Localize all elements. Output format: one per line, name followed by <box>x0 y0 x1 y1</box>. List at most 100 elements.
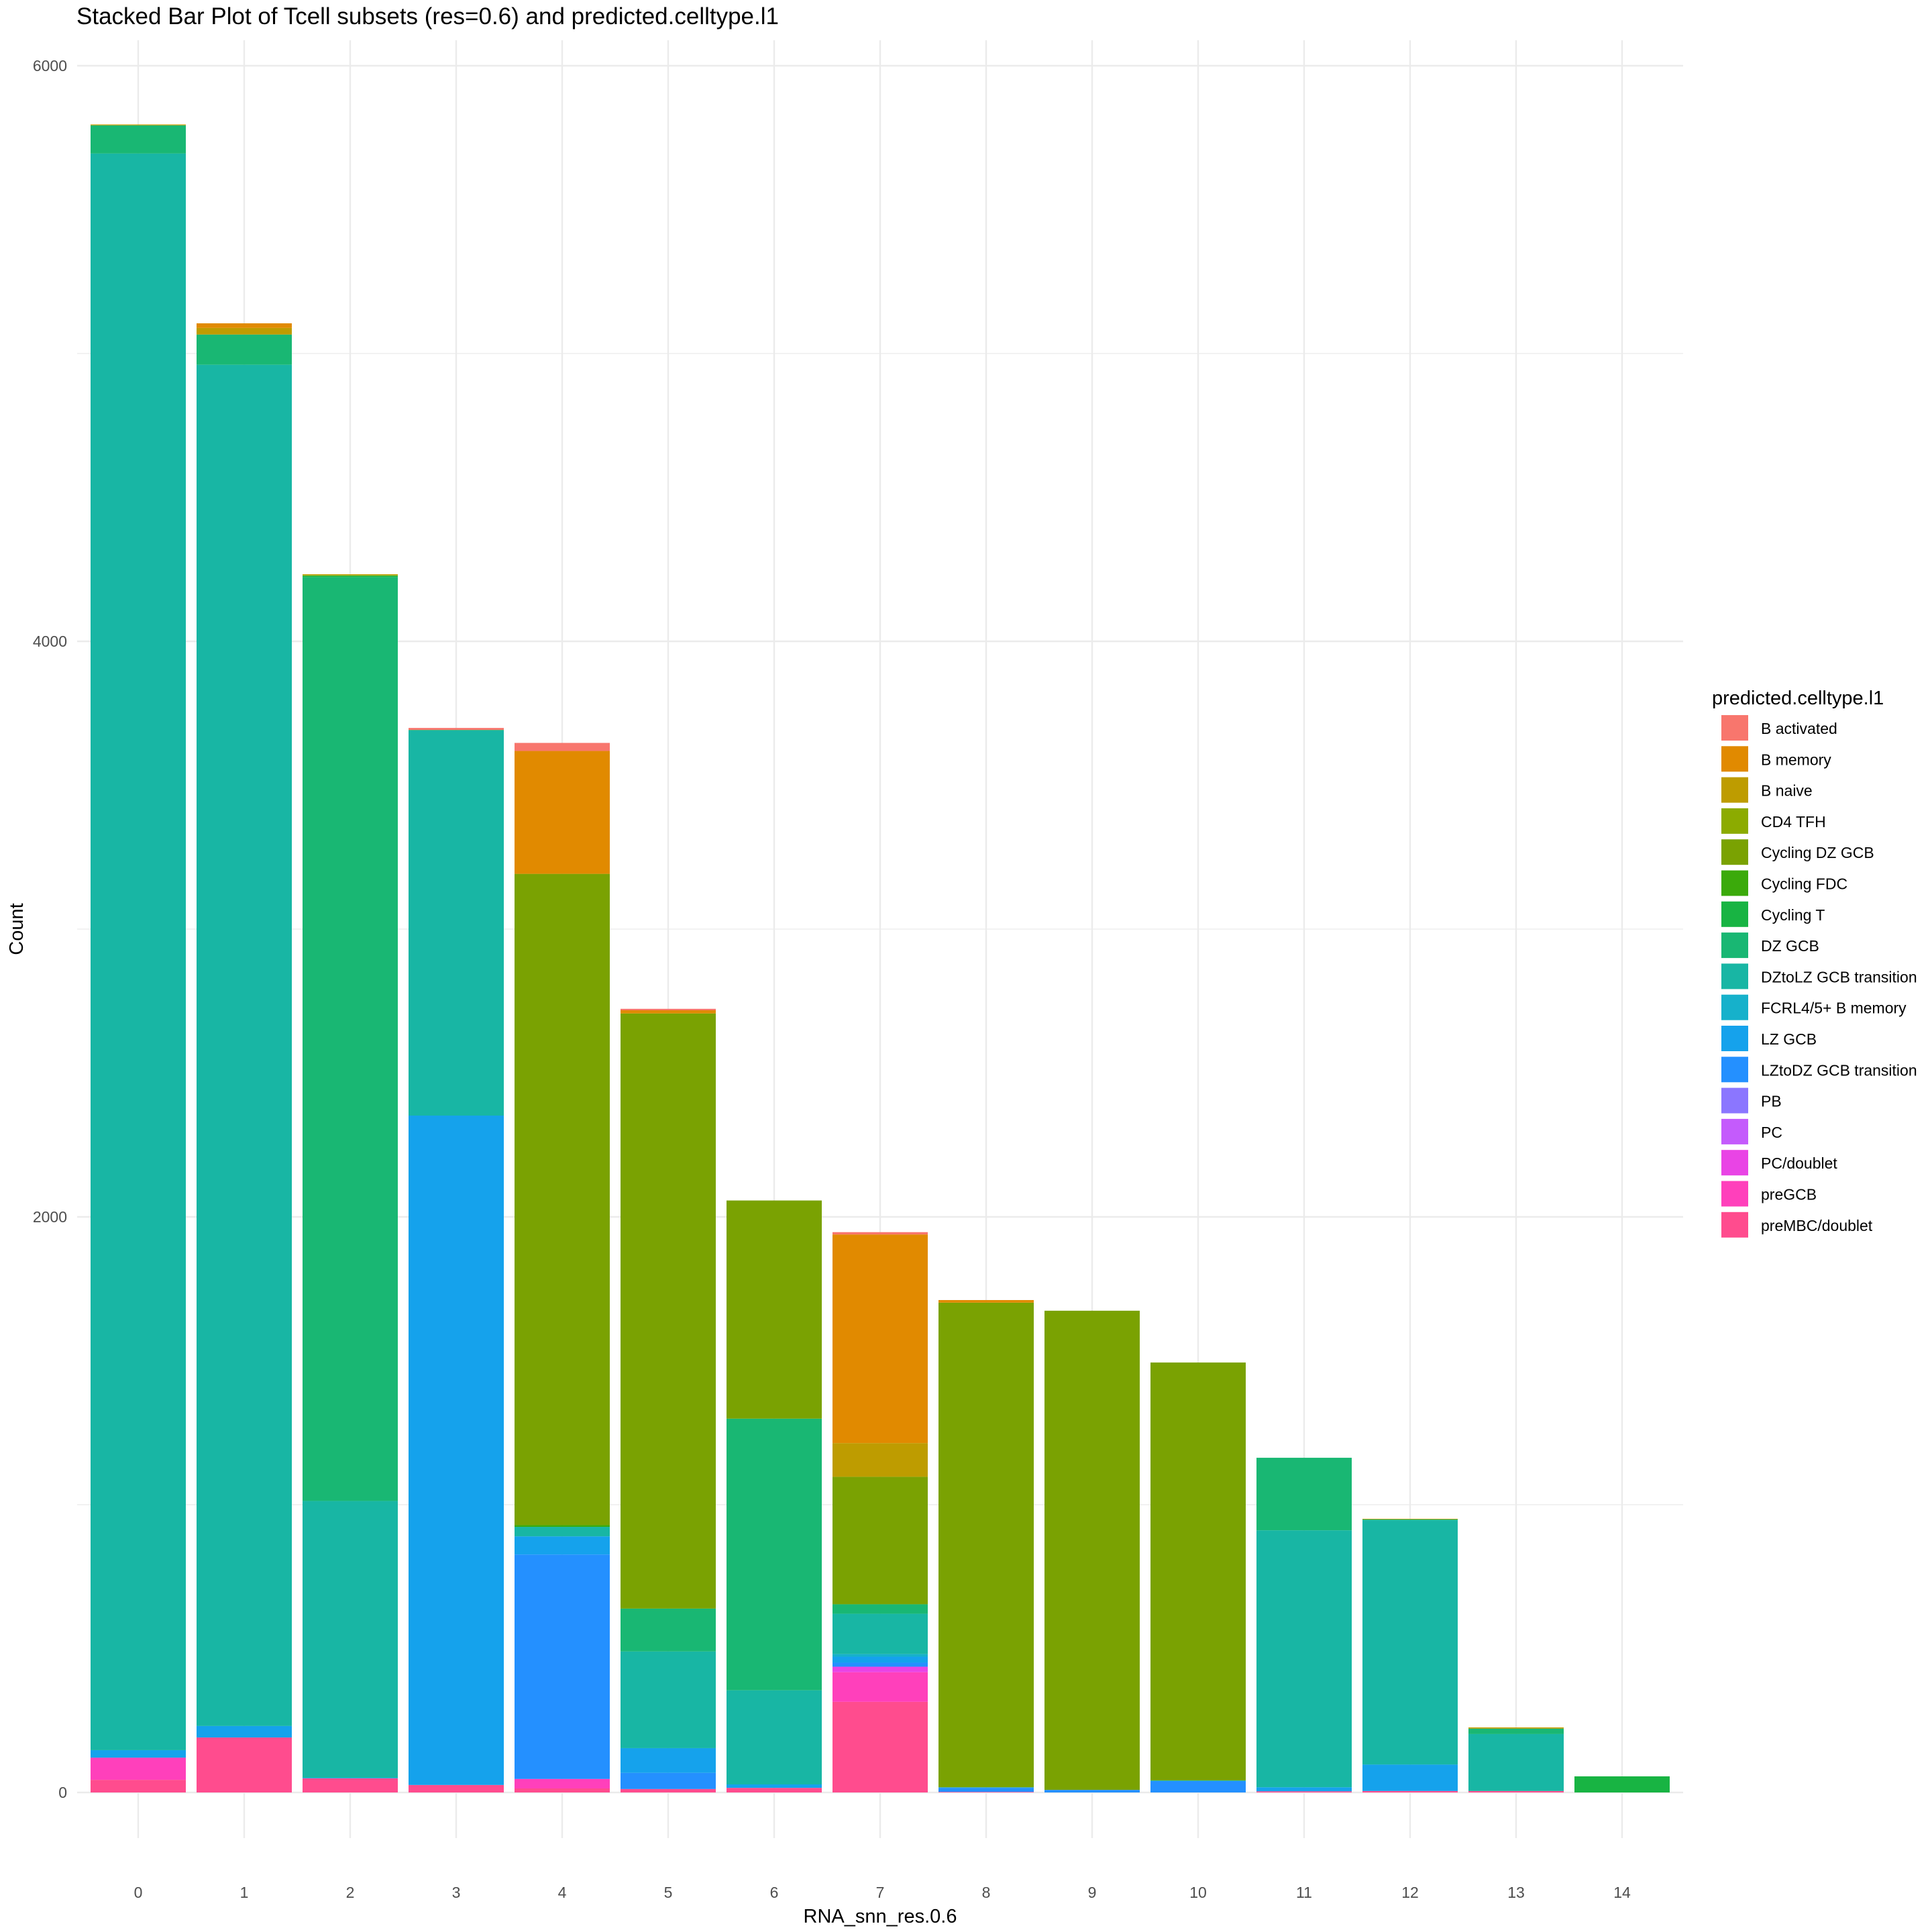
bar-segment <box>303 1501 398 1778</box>
bar-segment <box>409 1115 504 1785</box>
bar-segment <box>409 1784 504 1792</box>
legend-key <box>1721 715 1748 741</box>
legend-key <box>1721 839 1748 865</box>
bar-segment <box>197 1737 292 1792</box>
bar-segment <box>1574 1776 1670 1792</box>
bar-stack-12 <box>1362 1519 1458 1792</box>
x-tick-label: 4 <box>558 1884 567 1901</box>
legend-label: preMBC/doublet <box>1761 1217 1873 1234</box>
bar-segment <box>91 1780 186 1792</box>
x-tick-label: 1 <box>240 1884 249 1901</box>
bar-segment <box>1044 1790 1140 1792</box>
bar-segment <box>515 1527 610 1537</box>
bar-segment <box>409 728 504 731</box>
bar-segment <box>1468 1733 1564 1791</box>
bar-segment <box>938 1788 1034 1792</box>
bar-segment <box>515 1536 610 1555</box>
bar-segment <box>938 1787 1034 1788</box>
legend-label: Cycling T <box>1761 906 1825 924</box>
bar-segment <box>621 1788 716 1792</box>
bar-segment <box>833 1443 928 1477</box>
bar-segment <box>727 1788 822 1792</box>
bar-segment <box>1150 1780 1246 1792</box>
bar-segment <box>621 1772 716 1789</box>
legend-label: DZ GCB <box>1761 937 1819 955</box>
legend-key <box>1721 994 1748 1020</box>
bar-segment <box>197 334 292 365</box>
legend-label: PC/doublet <box>1761 1155 1837 1172</box>
bar-segment <box>833 1654 928 1657</box>
legend-key <box>1721 746 1748 772</box>
bar-segment <box>621 1748 716 1773</box>
legend-item: preGCB <box>1721 1181 1817 1207</box>
x-tick-label: 5 <box>664 1884 673 1901</box>
legend-item: LZ GCB <box>1721 1026 1817 1051</box>
bar-segment <box>833 1234 928 1444</box>
bar-segment <box>833 1232 928 1235</box>
legend-item: PC/doublet <box>1721 1150 1837 1176</box>
bar-segment <box>515 1778 610 1788</box>
bar-segment <box>515 1788 610 1792</box>
bar-stack-11 <box>1256 1458 1352 1792</box>
bar-stack-4 <box>515 743 610 1792</box>
x-tick-label: 9 <box>1088 1884 1097 1901</box>
bar-segment <box>833 1604 928 1614</box>
bars <box>91 124 1670 1792</box>
x-tick-label: 6 <box>770 1884 779 1901</box>
legend-label: FCRL4/5+ B memory <box>1761 1000 1907 1017</box>
legend-label: preGCB <box>1761 1186 1817 1203</box>
legend-key <box>1721 1212 1748 1238</box>
bar-segment <box>1256 1787 1352 1792</box>
bar-segment <box>1150 1362 1246 1780</box>
bar-segment <box>515 751 610 874</box>
legend-item: CD4 TFH <box>1721 808 1826 834</box>
bar-segment <box>91 125 186 154</box>
bar-stack-7 <box>833 1232 928 1792</box>
chart-title: Stacked Bar Plot of Tcell subsets (res=0… <box>76 3 779 30</box>
y-tick-label: 2000 <box>33 1208 67 1226</box>
bar-segment <box>409 730 504 731</box>
bar-segment <box>727 1200 822 1419</box>
legend-label: B naive <box>1761 782 1813 800</box>
bar-segment <box>197 364 292 1726</box>
bar-segment <box>1256 1458 1352 1531</box>
legend-key <box>1721 963 1748 989</box>
bar-segment <box>91 1750 186 1758</box>
x-tick-label: 7 <box>876 1884 885 1901</box>
x-tick-label: 12 <box>1401 1884 1419 1901</box>
bar-stack-9 <box>1044 1310 1140 1792</box>
bar-segment <box>833 1656 928 1663</box>
legend-item: Cycling FDC <box>1721 870 1847 896</box>
legend-key <box>1721 777 1748 803</box>
legend-key <box>1721 870 1748 896</box>
bar-segment <box>303 1778 398 1792</box>
bar-segment <box>303 575 398 576</box>
x-tick-label: 3 <box>452 1884 461 1901</box>
bar-segment <box>515 1525 610 1527</box>
bar-segment <box>727 1784 822 1788</box>
bar-segment <box>621 1651 716 1748</box>
bar-segment <box>303 577 398 1501</box>
legend-item: B memory <box>1721 746 1831 772</box>
x-tick-label: 2 <box>346 1884 355 1901</box>
legend-item: DZ GCB <box>1721 932 1819 959</box>
bar-segment <box>938 1302 1034 1788</box>
legend-label: DZtoLZ GCB transition <box>1761 968 1917 985</box>
bar-segment <box>515 873 610 1525</box>
bar-segment <box>727 1418 822 1690</box>
legend-key <box>1721 1057 1748 1083</box>
bar-segment <box>91 1758 186 1780</box>
legend-item: PB <box>1721 1087 1782 1114</box>
x-tick-label: 0 <box>134 1884 143 1901</box>
bar-stack-6 <box>727 1200 822 1792</box>
x-tick-label: 8 <box>982 1884 991 1901</box>
bar-segment <box>303 576 398 578</box>
bar-segment <box>515 1554 610 1779</box>
bar-segment <box>1468 1728 1564 1734</box>
bar-segment <box>1362 1519 1458 1521</box>
legend-label: PC <box>1761 1124 1782 1141</box>
legend-label: Cycling DZ GCB <box>1761 844 1874 861</box>
bar-segment <box>833 1672 928 1702</box>
bar-segment <box>621 1608 716 1652</box>
bar-segment <box>1256 1530 1352 1788</box>
